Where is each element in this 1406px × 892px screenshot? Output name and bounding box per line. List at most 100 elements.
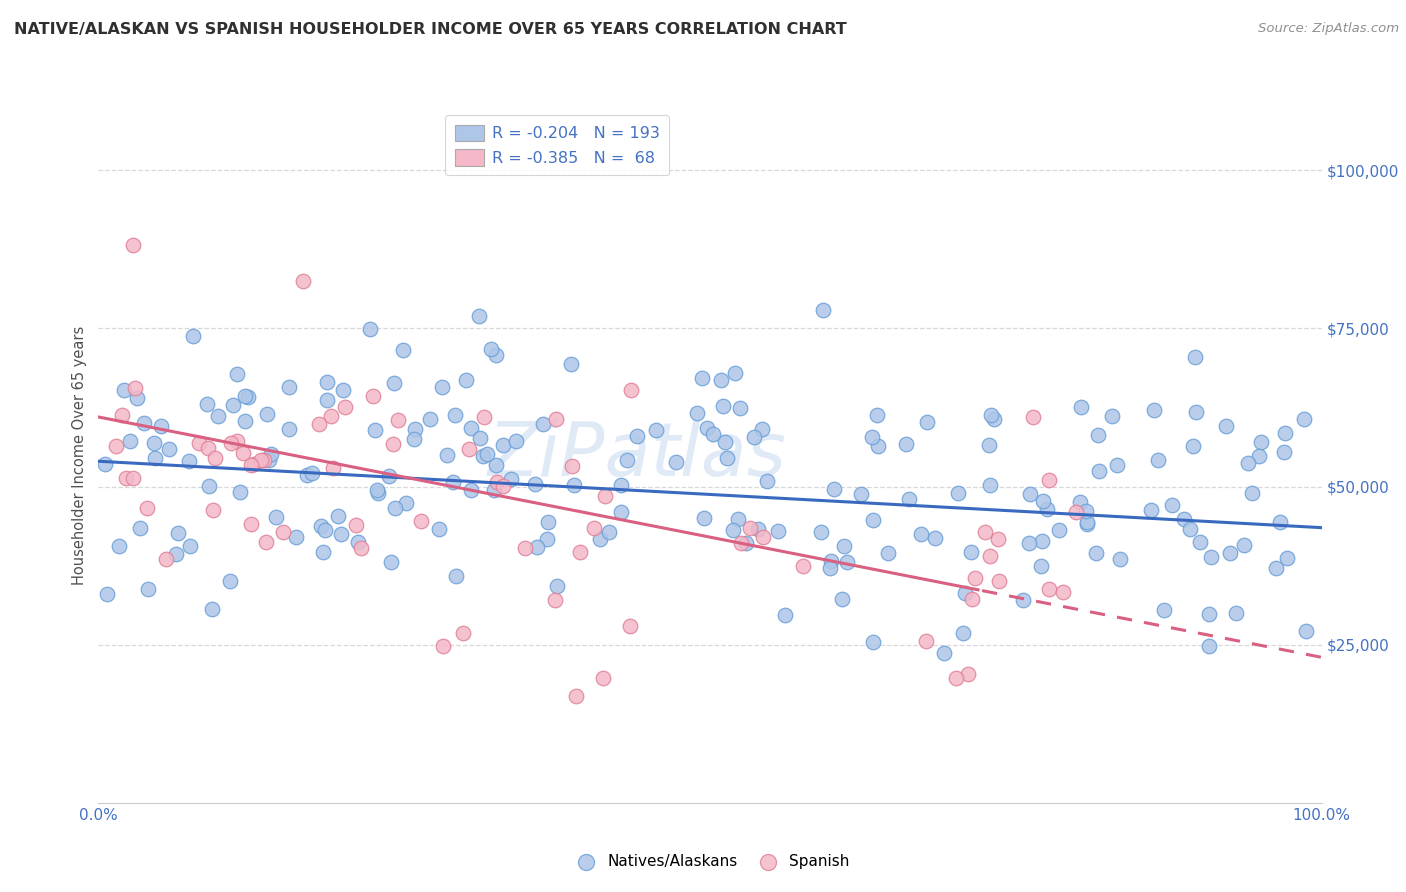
Spanish bbox=[1064, 505, 1087, 519]
Natives/Alaskans bbox=[598, 524, 620, 539]
Natives/Alaskans bbox=[823, 482, 845, 496]
Natives/Alaskans bbox=[523, 477, 546, 491]
Natives/Alaskans bbox=[366, 483, 388, 498]
Natives/Alaskans bbox=[402, 433, 425, 447]
Legend: Natives/Alaskans, Spanish: Natives/Alaskans, Spanish bbox=[564, 848, 856, 875]
Natives/Alaskans bbox=[1180, 523, 1202, 537]
Natives/Alaskans bbox=[94, 458, 117, 472]
Spanish bbox=[225, 434, 247, 448]
Natives/Alaskans bbox=[468, 431, 491, 445]
Spanish bbox=[730, 536, 752, 550]
Spanish bbox=[387, 413, 409, 427]
Natives/Alaskans bbox=[983, 412, 1005, 426]
Natives/Alaskans bbox=[1249, 450, 1271, 464]
Spanish bbox=[565, 689, 588, 703]
Spanish bbox=[752, 530, 775, 544]
Spanish bbox=[197, 441, 219, 455]
Natives/Alaskans bbox=[222, 398, 245, 412]
Spanish bbox=[155, 551, 177, 566]
Natives/Alaskans bbox=[810, 524, 832, 539]
Natives/Alaskans bbox=[314, 523, 336, 537]
Natives/Alaskans bbox=[910, 527, 932, 541]
Spanish bbox=[987, 533, 1010, 547]
Natives/Alaskans bbox=[960, 545, 983, 559]
Natives/Alaskans bbox=[167, 525, 190, 540]
Natives/Alaskans bbox=[436, 448, 458, 462]
Natives/Alaskans bbox=[229, 485, 252, 500]
Spanish bbox=[361, 389, 384, 403]
Natives/Alaskans bbox=[1076, 517, 1098, 532]
Natives/Alaskans bbox=[278, 380, 301, 394]
Spanish bbox=[619, 619, 641, 633]
Text: ZiPatlas: ZiPatlas bbox=[488, 419, 786, 491]
Spanish bbox=[945, 671, 967, 685]
Natives/Alaskans bbox=[709, 373, 731, 387]
Natives/Alaskans bbox=[1018, 535, 1040, 549]
Natives/Alaskans bbox=[1140, 502, 1163, 516]
Natives/Alaskans bbox=[696, 421, 718, 435]
Spanish bbox=[561, 459, 583, 474]
Spanish bbox=[122, 238, 145, 252]
Natives/Alaskans bbox=[811, 303, 834, 318]
Spanish bbox=[979, 549, 1001, 563]
Spanish bbox=[592, 671, 614, 685]
Natives/Alaskans bbox=[378, 469, 401, 483]
Natives/Alaskans bbox=[546, 579, 568, 593]
Natives/Alaskans bbox=[1218, 546, 1240, 560]
Natives/Alaskans bbox=[136, 582, 159, 596]
Natives/Alaskans bbox=[315, 392, 337, 407]
Natives/Alaskans bbox=[692, 371, 714, 385]
Natives/Alaskans bbox=[1088, 464, 1111, 478]
Spanish bbox=[243, 457, 266, 471]
Natives/Alaskans bbox=[501, 472, 523, 486]
Natives/Alaskans bbox=[1233, 538, 1256, 552]
Natives/Alaskans bbox=[953, 586, 976, 600]
Natives/Alaskans bbox=[979, 477, 1001, 491]
Natives/Alaskans bbox=[1153, 602, 1175, 616]
Natives/Alaskans bbox=[201, 602, 224, 616]
Spanish bbox=[485, 475, 508, 490]
Spanish bbox=[593, 489, 616, 503]
Spanish bbox=[232, 446, 254, 460]
Natives/Alaskans bbox=[427, 522, 450, 536]
Natives/Alaskans bbox=[107, 539, 129, 553]
Natives/Alaskans bbox=[1143, 403, 1166, 417]
Spanish bbox=[582, 521, 605, 535]
Spanish bbox=[308, 417, 330, 431]
Natives/Alaskans bbox=[443, 408, 465, 422]
Natives/Alaskans bbox=[747, 523, 769, 537]
Spanish bbox=[239, 516, 262, 531]
Natives/Alaskans bbox=[980, 408, 1002, 422]
Text: NATIVE/ALASKAN VS SPANISH HOUSEHOLDER INCOME OVER 65 YEARS CORRELATION CHART: NATIVE/ALASKAN VS SPANISH HOUSEHOLDER IN… bbox=[14, 22, 846, 37]
Natives/Alaskans bbox=[924, 531, 946, 545]
Natives/Alaskans bbox=[862, 635, 884, 649]
Natives/Alaskans bbox=[536, 533, 558, 547]
Natives/Alaskans bbox=[1101, 409, 1123, 424]
Spanish bbox=[382, 437, 405, 451]
Natives/Alaskans bbox=[1275, 551, 1298, 566]
Natives/Alaskans bbox=[537, 515, 560, 529]
Natives/Alaskans bbox=[1031, 534, 1053, 549]
Spanish bbox=[544, 593, 567, 607]
Spanish bbox=[568, 545, 591, 559]
Natives/Alaskans bbox=[1199, 550, 1222, 565]
Natives/Alaskans bbox=[207, 409, 229, 424]
Natives/Alaskans bbox=[860, 430, 883, 444]
Natives/Alaskans bbox=[1250, 434, 1272, 449]
Spanish bbox=[544, 411, 567, 425]
Spanish bbox=[740, 520, 762, 534]
Natives/Alaskans bbox=[702, 426, 724, 441]
Natives/Alaskans bbox=[1215, 419, 1237, 434]
Natives/Alaskans bbox=[1032, 494, 1054, 508]
Spanish bbox=[453, 626, 475, 640]
Natives/Alaskans bbox=[295, 467, 318, 482]
Natives/Alaskans bbox=[897, 491, 920, 506]
Natives/Alaskans bbox=[181, 329, 204, 343]
Spanish bbox=[914, 634, 936, 648]
Natives/Alaskans bbox=[531, 417, 554, 431]
Natives/Alaskans bbox=[721, 523, 744, 537]
Natives/Alaskans bbox=[132, 416, 155, 430]
Natives/Alaskans bbox=[1105, 458, 1128, 473]
Natives/Alaskans bbox=[257, 453, 280, 467]
Natives/Alaskans bbox=[693, 511, 716, 525]
